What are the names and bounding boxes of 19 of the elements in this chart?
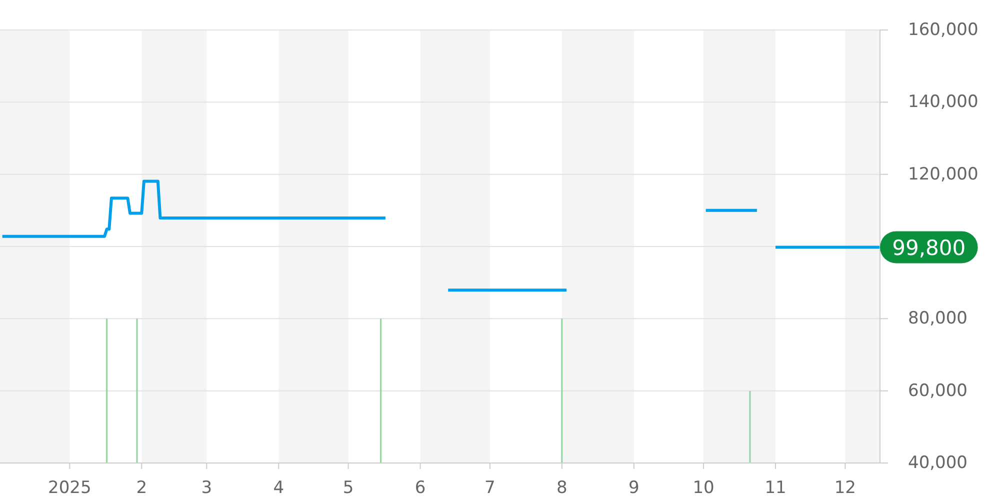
x-tick-label: 4: [273, 478, 284, 498]
annotation: 99,800: [892, 236, 966, 260]
x-tick-label: 2025: [48, 478, 92, 498]
x-tick-label: 2: [136, 478, 148, 498]
y-tick-label: 140,000: [908, 92, 978, 112]
x-tick-label: 12: [834, 478, 856, 498]
x-tick-label: 8: [556, 478, 568, 498]
x-tick-label: 6: [414, 478, 426, 498]
x-tick-label: 9: [628, 478, 640, 498]
y-tick-label: 120,000: [908, 164, 978, 184]
x-tick-label: 3: [201, 478, 212, 498]
x-tick-label: 5: [342, 478, 354, 498]
y-tick-label: 40,000: [908, 453, 968, 473]
y-tick-label: 60,000: [908, 380, 968, 401]
y-tick-label: 160,000: [908, 20, 978, 40]
x-tick-label: 10: [692, 478, 714, 498]
y-tick-label: 80,000: [908, 308, 968, 329]
x-tick-label: 11: [764, 478, 786, 498]
x-tick-label: 7: [484, 478, 496, 498]
